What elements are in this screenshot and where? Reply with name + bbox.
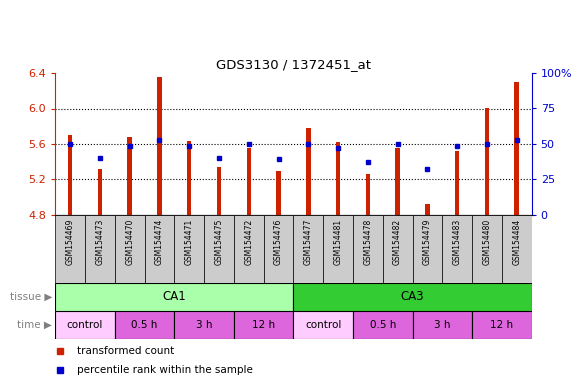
- Bar: [442, 215, 472, 283]
- Text: 3 h: 3 h: [434, 320, 450, 330]
- Text: GDS3130 / 1372451_at: GDS3130 / 1372451_at: [216, 58, 371, 71]
- Text: 12 h: 12 h: [490, 320, 514, 330]
- Text: GSM154476: GSM154476: [274, 218, 283, 265]
- Bar: [55, 215, 85, 283]
- Bar: [204, 215, 234, 283]
- Bar: [353, 311, 413, 339]
- Text: GSM154469: GSM154469: [66, 218, 74, 265]
- Bar: [85, 215, 115, 283]
- Bar: [472, 215, 502, 283]
- Text: GSM154474: GSM154474: [155, 218, 164, 265]
- Bar: [336, 142, 340, 215]
- Text: 3 h: 3 h: [196, 320, 212, 330]
- Bar: [413, 311, 472, 339]
- Bar: [55, 311, 115, 339]
- Bar: [115, 215, 145, 283]
- Bar: [502, 215, 532, 283]
- Bar: [485, 109, 489, 215]
- Bar: [323, 215, 353, 283]
- Text: time ▶: time ▶: [17, 320, 52, 330]
- Bar: [145, 215, 174, 283]
- Text: GSM154473: GSM154473: [95, 218, 105, 265]
- Text: GSM154484: GSM154484: [512, 218, 521, 265]
- Bar: [365, 174, 370, 215]
- Text: GSM154483: GSM154483: [453, 218, 462, 265]
- Text: control: control: [305, 320, 342, 330]
- Text: CA1: CA1: [163, 291, 186, 303]
- Text: GSM154482: GSM154482: [393, 218, 402, 265]
- Bar: [187, 141, 191, 215]
- Bar: [234, 311, 293, 339]
- Bar: [383, 215, 413, 283]
- Bar: [234, 215, 264, 283]
- Text: tissue ▶: tissue ▶: [10, 292, 52, 302]
- Text: GSM154470: GSM154470: [125, 218, 134, 265]
- Text: GSM154472: GSM154472: [244, 218, 253, 265]
- Text: CA3: CA3: [401, 291, 424, 303]
- Bar: [157, 78, 162, 215]
- Text: GSM154471: GSM154471: [185, 218, 193, 265]
- Bar: [425, 204, 429, 215]
- Text: 0.5 h: 0.5 h: [370, 320, 396, 330]
- Bar: [515, 82, 519, 215]
- Bar: [396, 147, 400, 215]
- Text: GSM154480: GSM154480: [482, 218, 492, 265]
- Bar: [174, 311, 234, 339]
- Bar: [68, 135, 72, 215]
- Bar: [306, 128, 310, 215]
- Bar: [174, 215, 204, 283]
- Bar: [98, 169, 102, 215]
- Bar: [455, 151, 460, 215]
- Text: control: control: [67, 320, 103, 330]
- Bar: [277, 170, 281, 215]
- Text: GSM154479: GSM154479: [423, 218, 432, 265]
- Text: GSM154481: GSM154481: [333, 218, 343, 265]
- Bar: [413, 215, 442, 283]
- Bar: [353, 215, 383, 283]
- Text: transformed count: transformed count: [77, 346, 174, 356]
- Bar: [293, 215, 323, 283]
- Bar: [293, 283, 532, 311]
- Bar: [55, 283, 293, 311]
- Text: percentile rank within the sample: percentile rank within the sample: [77, 365, 253, 375]
- Text: 12 h: 12 h: [252, 320, 275, 330]
- Text: GSM154477: GSM154477: [304, 218, 313, 265]
- Bar: [246, 149, 251, 215]
- Text: GSM154478: GSM154478: [363, 218, 372, 265]
- Text: 0.5 h: 0.5 h: [131, 320, 157, 330]
- Bar: [217, 167, 221, 215]
- Bar: [115, 311, 174, 339]
- Bar: [472, 311, 532, 339]
- Bar: [293, 311, 353, 339]
- Text: GSM154475: GSM154475: [214, 218, 224, 265]
- Bar: [127, 137, 132, 215]
- Bar: [264, 215, 293, 283]
